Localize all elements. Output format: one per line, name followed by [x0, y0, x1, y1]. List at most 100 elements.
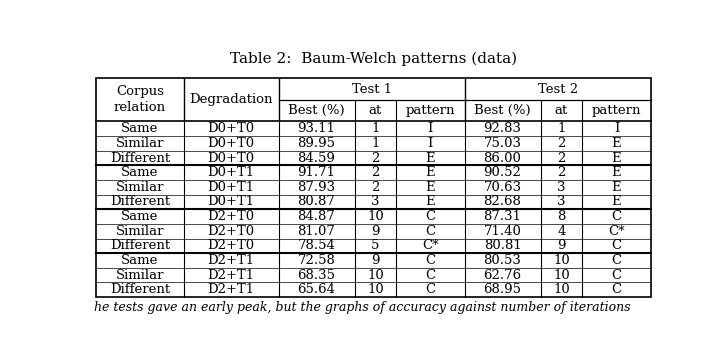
Text: 80.81: 80.81	[484, 239, 521, 252]
Text: Different: Different	[110, 283, 170, 296]
Text: 62.76: 62.76	[484, 269, 521, 282]
Text: D0+T1: D0+T1	[208, 166, 255, 179]
Text: E: E	[611, 181, 621, 194]
Text: Best (%): Best (%)	[288, 104, 345, 117]
Text: Degradation: Degradation	[189, 93, 273, 106]
Text: 68.35: 68.35	[298, 269, 335, 282]
Text: E: E	[425, 195, 435, 209]
Text: 91.71: 91.71	[298, 166, 335, 179]
Text: 2: 2	[371, 181, 380, 194]
Text: Different: Different	[110, 239, 170, 252]
Text: 80.53: 80.53	[484, 254, 521, 267]
Text: 72.58: 72.58	[298, 254, 335, 267]
Text: C: C	[425, 283, 436, 296]
Text: 2: 2	[557, 137, 566, 150]
Text: at: at	[555, 104, 568, 117]
Text: E: E	[425, 166, 435, 179]
Text: Different: Different	[110, 195, 170, 209]
Text: C*: C*	[422, 239, 439, 252]
Text: 1: 1	[371, 122, 380, 135]
Text: 10: 10	[367, 269, 384, 282]
Text: Same: Same	[121, 122, 159, 135]
Text: D0+T0: D0+T0	[208, 122, 255, 135]
Text: Table 2:  Baum-Welch patterns (data): Table 2: Baum-Welch patterns (data)	[230, 52, 517, 66]
Text: D0+T1: D0+T1	[208, 181, 255, 194]
Text: C: C	[611, 239, 621, 252]
Text: D2+T1: D2+T1	[208, 269, 255, 282]
Text: 90.52: 90.52	[484, 166, 521, 179]
Text: C: C	[425, 210, 436, 223]
Text: 68.95: 68.95	[484, 283, 521, 296]
Text: pattern: pattern	[406, 104, 455, 117]
Text: Test 2: Test 2	[537, 83, 578, 96]
Text: C: C	[611, 269, 621, 282]
Text: I: I	[428, 137, 433, 150]
Text: D2+T0: D2+T0	[208, 239, 255, 252]
Text: 4: 4	[557, 225, 566, 238]
Text: pattern: pattern	[592, 104, 641, 117]
Text: 92.83: 92.83	[484, 122, 521, 135]
Text: C: C	[425, 254, 436, 267]
Text: 78.54: 78.54	[298, 239, 335, 252]
Text: 10: 10	[367, 210, 384, 223]
Text: C*: C*	[608, 225, 625, 238]
Text: 10: 10	[553, 269, 570, 282]
Text: 1: 1	[371, 137, 380, 150]
Text: 3: 3	[557, 181, 566, 194]
Text: C: C	[425, 269, 436, 282]
Text: 9: 9	[557, 239, 566, 252]
Text: Same: Same	[121, 254, 159, 267]
Text: 84.59: 84.59	[298, 152, 335, 165]
Text: E: E	[611, 195, 621, 209]
Text: C: C	[611, 254, 621, 267]
Text: 93.11: 93.11	[298, 122, 335, 135]
Text: D0+T0: D0+T0	[208, 152, 255, 165]
Text: Similar: Similar	[115, 181, 164, 194]
Text: E: E	[611, 152, 621, 165]
Text: Similar: Similar	[115, 225, 164, 238]
Text: 5: 5	[371, 239, 380, 252]
Text: D0+T1: D0+T1	[208, 195, 255, 209]
Text: 2: 2	[557, 152, 566, 165]
Text: 81.07: 81.07	[298, 225, 335, 238]
Text: 71.40: 71.40	[484, 225, 521, 238]
Text: Same: Same	[121, 166, 159, 179]
Text: D2+T0: D2+T0	[208, 225, 255, 238]
Text: 9: 9	[371, 225, 380, 238]
Text: D0+T0: D0+T0	[208, 137, 255, 150]
Text: 2: 2	[557, 166, 566, 179]
Text: 2: 2	[371, 166, 380, 179]
Text: he tests gave an early peak, but the graphs of accuracy against number of iterat: he tests gave an early peak, but the gra…	[94, 301, 630, 314]
Text: 86.00: 86.00	[484, 152, 521, 165]
Text: 87.93: 87.93	[298, 181, 335, 194]
Text: C: C	[611, 210, 621, 223]
Text: I: I	[428, 122, 433, 135]
Text: C: C	[425, 225, 436, 238]
Text: 3: 3	[371, 195, 380, 209]
Text: E: E	[611, 166, 621, 179]
Text: 1: 1	[557, 122, 566, 135]
Text: 82.68: 82.68	[484, 195, 521, 209]
Text: 80.87: 80.87	[298, 195, 335, 209]
Text: 9: 9	[371, 254, 380, 267]
Text: Similar: Similar	[115, 269, 164, 282]
Text: D2+T0: D2+T0	[208, 210, 255, 223]
Text: Similar: Similar	[115, 137, 164, 150]
Text: Test 1: Test 1	[351, 83, 391, 96]
Text: 70.63: 70.63	[484, 181, 521, 194]
Text: E: E	[425, 152, 435, 165]
Text: 65.64: 65.64	[298, 283, 335, 296]
Text: 10: 10	[367, 283, 384, 296]
Text: 2: 2	[371, 152, 380, 165]
Text: D2+T1: D2+T1	[208, 254, 255, 267]
Text: E: E	[425, 181, 435, 194]
Text: 87.31: 87.31	[484, 210, 521, 223]
Text: I: I	[613, 122, 619, 135]
Text: D2+T1: D2+T1	[208, 283, 255, 296]
Text: 84.87: 84.87	[298, 210, 335, 223]
Text: 3: 3	[557, 195, 566, 209]
Text: C: C	[611, 283, 621, 296]
Text: Different: Different	[110, 152, 170, 165]
Text: at: at	[369, 104, 382, 117]
Text: 89.95: 89.95	[298, 137, 335, 150]
